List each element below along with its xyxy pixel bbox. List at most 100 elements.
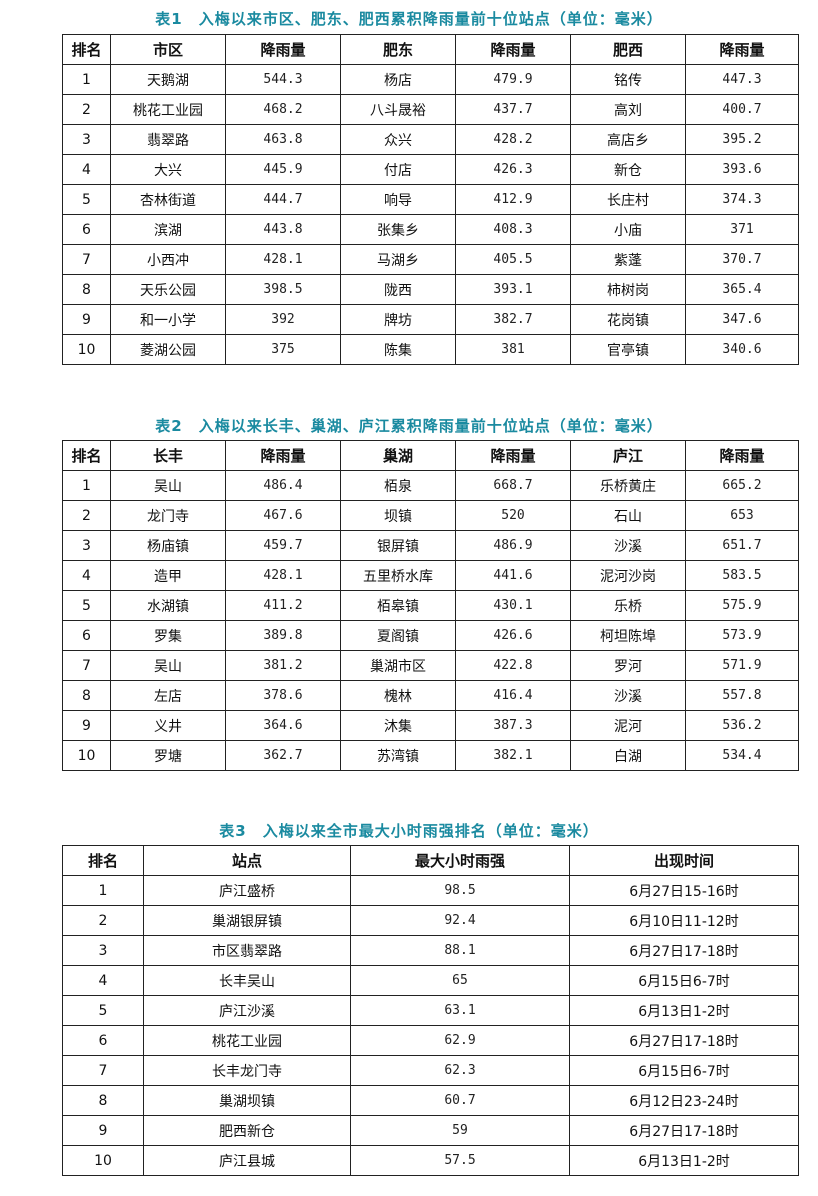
table-row: 10 庐江县城 57.5 6月13日1-2时: [62, 1145, 799, 1176]
table-cell: 387.3: [455, 710, 571, 741]
table-cell: 新仓: [570, 154, 686, 185]
table-cell: 59: [350, 1115, 570, 1146]
table-cell: 6月13日1-2时: [569, 1145, 799, 1176]
table-cell: 吴山: [110, 650, 226, 681]
table-cell: 365.4: [685, 274, 799, 305]
table-cell: 1: [62, 470, 111, 501]
header-row: 排名 长丰 降雨量 巢湖 降雨量 庐江 降雨量: [62, 440, 799, 471]
table-cell: 6月27日17-18时: [569, 1025, 799, 1056]
table-row: 9 义井 364.6 沐集 387.3 泥河 536.2: [62, 710, 799, 741]
table-cell: 义井: [110, 710, 226, 741]
table-row: 7 长丰龙门寺 62.3 6月15日6-7时: [62, 1055, 799, 1086]
table-cell: 393.1: [455, 274, 571, 305]
table-cell: 557.8: [685, 680, 799, 711]
column-header: 出现时间: [569, 845, 799, 876]
table-cell: 龙门寺: [110, 500, 226, 531]
table-cell: 桃花工业园: [110, 94, 226, 125]
table3-max-hourly-intensity: 排名 站点 最大小时雨强 出现时间 1 庐江盛桥 98.5 6月27日15-16时 2 巢湖银屏镇…: [62, 845, 799, 1176]
table-cell: 市区翡翠路: [143, 935, 351, 966]
table-cell: 9: [62, 1115, 144, 1146]
table-cell: 翡翠路: [110, 124, 226, 155]
table-cell: 长丰龙门寺: [143, 1055, 351, 1086]
table1-title: 表1 入梅以来市区、肥东、肥西累积降雨量前十位站点（单位：毫米）: [155, 10, 663, 28]
table-cell: 426.6: [455, 620, 571, 651]
table-row: 10 罗塘 362.7 苏湾镇 382.1 白湖 534.4: [62, 740, 799, 771]
table-cell: 441.6: [455, 560, 571, 591]
table-cell: 444.7: [225, 184, 341, 215]
table-cell: 6月13日1-2时: [569, 995, 799, 1026]
table-cell: 62.9: [350, 1025, 570, 1056]
table-cell: 8: [62, 1085, 144, 1116]
table-row: 6 桃花工业园 62.9 6月27日17-18时: [62, 1025, 799, 1056]
table-row: 3 杨庙镇 459.7 银屏镇 486.9 沙溪 651.7: [62, 530, 799, 561]
table-cell: 392: [225, 304, 341, 335]
table-cell: 62.3: [350, 1055, 570, 1086]
table-cell: 1: [62, 64, 111, 95]
table-cell: 534.4: [685, 740, 799, 771]
table-cell: 6月27日17-18时: [569, 1115, 799, 1146]
table-cell: 花岗镇: [570, 304, 686, 335]
table-cell: 长庄村: [570, 184, 686, 215]
table-cell: 罗集: [110, 620, 226, 651]
table-cell: 庐江盛桥: [143, 875, 351, 906]
table-cell: 沙溪: [570, 530, 686, 561]
table-cell: 柿树岗: [570, 274, 686, 305]
table-cell: 陇西: [340, 274, 456, 305]
column-header: 排名: [62, 440, 111, 471]
table-cell: 沙溪: [570, 680, 686, 711]
column-header: 降雨量: [225, 440, 341, 471]
table-cell: 10: [62, 740, 111, 771]
table-cell: 6: [62, 214, 111, 245]
header-row: 排名 市区 降雨量 肥东 降雨量 肥西 降雨量: [62, 34, 799, 65]
table-cell: 375: [225, 334, 341, 365]
table-cell: 381: [455, 334, 571, 365]
table-row: 6 罗集 389.8 夏阁镇 426.6 柯坦陈埠 573.9: [62, 620, 799, 651]
table-cell: 马湖乡: [340, 244, 456, 275]
table-cell: 巢湖银屏镇: [143, 905, 351, 936]
table-cell: 653: [685, 500, 799, 531]
table-cell: 430.1: [455, 590, 571, 621]
table-cell: 6月15日6-7时: [569, 1055, 799, 1086]
table-cell: 和一小学: [110, 304, 226, 335]
column-header: 降雨量: [455, 440, 571, 471]
table-cell: 378.6: [225, 680, 341, 711]
table-cell: 沐集: [340, 710, 456, 741]
table-cell: 6月10日11-12时: [569, 905, 799, 936]
table-cell: 443.8: [225, 214, 341, 245]
table-cell: 左店: [110, 680, 226, 711]
table-cell: 3: [62, 530, 111, 561]
table-cell: 杏林街道: [110, 184, 226, 215]
column-header: 巢湖: [340, 440, 456, 471]
column-header: 站点: [143, 845, 351, 876]
table-row: 3 市区翡翠路 88.1 6月27日17-18时: [62, 935, 799, 966]
table-cell: 巢湖坝镇: [143, 1085, 351, 1116]
table-cell: 651.7: [685, 530, 799, 561]
table-cell: 88.1: [350, 935, 570, 966]
table-cell: 紫蓬: [570, 244, 686, 275]
table-cell: 天鹅湖: [110, 64, 226, 95]
table-row: 2 桃花工业园 468.2 八斗晟裕 437.7 高刘 400.7: [62, 94, 799, 125]
table1-cumulative-rainfall: 排名 市区 降雨量 肥东 降雨量 肥西 降雨量 1 天鹅湖 544.3 杨店 479.9 铭传 447.3…: [62, 34, 799, 365]
table-cell: 5: [62, 995, 144, 1026]
table-cell: 罗塘: [110, 740, 226, 771]
table-cell: 1: [62, 875, 144, 906]
table-cell: 389.8: [225, 620, 341, 651]
table-cell: 60.7: [350, 1085, 570, 1116]
table-cell: 98.5: [350, 875, 570, 906]
table-cell: 泥河: [570, 710, 686, 741]
table-cell: 栢皋镇: [340, 590, 456, 621]
table-row: 8 巢湖坝镇 60.7 6月12日23-24时: [62, 1085, 799, 1116]
table-cell: 张集乡: [340, 214, 456, 245]
table-cell: 杨店: [340, 64, 456, 95]
table-cell: 398.5: [225, 274, 341, 305]
table-cell: 庐江沙溪: [143, 995, 351, 1026]
table-cell: 428.2: [455, 124, 571, 155]
table-cell: 340.6: [685, 334, 799, 365]
table-row: 3 翡翠路 463.8 众兴 428.2 高店乡 395.2: [62, 124, 799, 155]
table-cell: 众兴: [340, 124, 456, 155]
table-cell: 668.7: [455, 470, 571, 501]
table-cell: 石山: [570, 500, 686, 531]
table-cell: 付店: [340, 154, 456, 185]
table-cell: 罗河: [570, 650, 686, 681]
table-cell: 364.6: [225, 710, 341, 741]
